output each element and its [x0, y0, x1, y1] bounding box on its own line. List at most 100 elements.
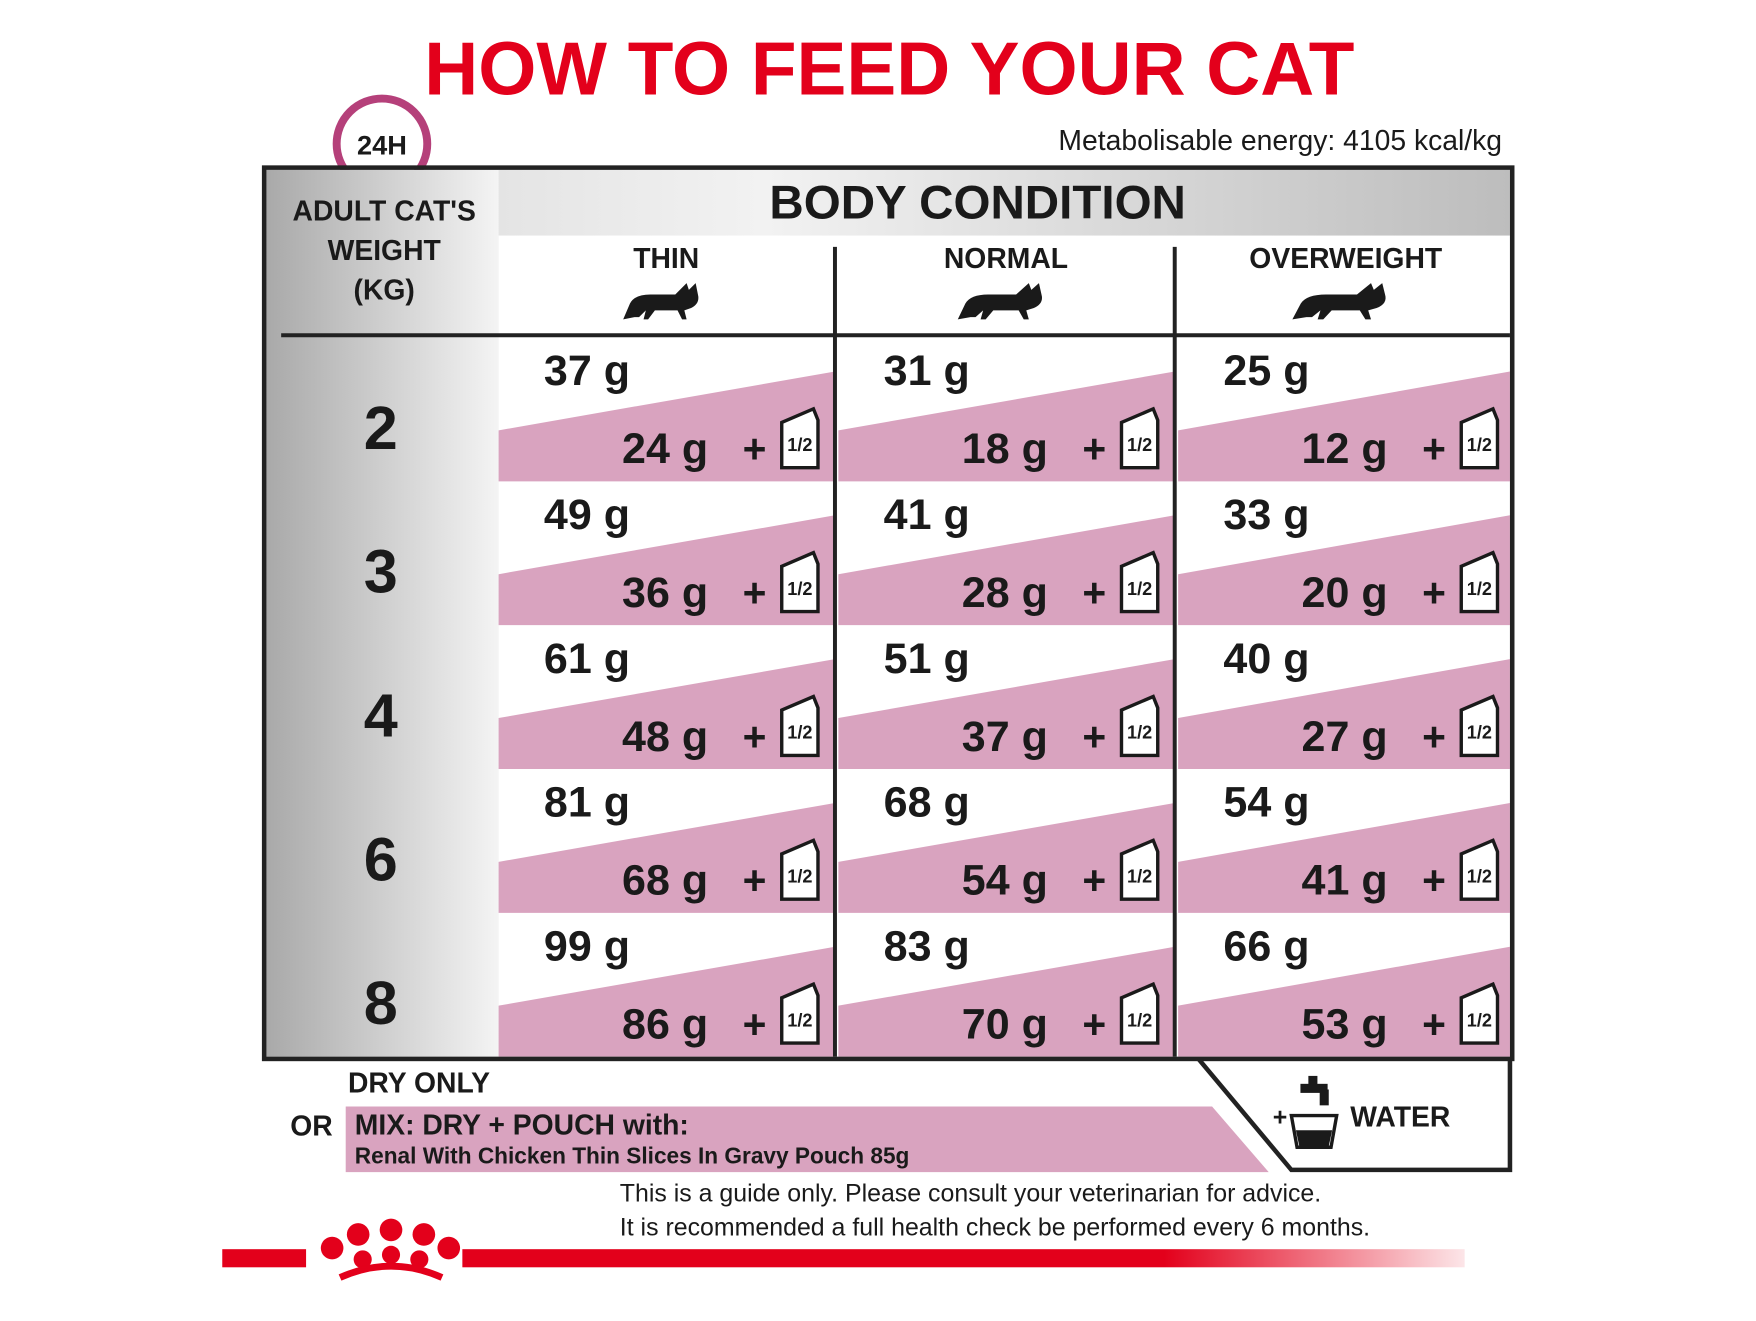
- mix-amount: 12 g: [1302, 425, 1388, 473]
- dry-amount: 66 g: [1223, 922, 1309, 970]
- mix-amount: 20 g: [1302, 569, 1388, 617]
- pouch-fraction: 1/2: [787, 866, 812, 886]
- mix-amount: 24 g: [622, 425, 708, 473]
- group-header: BODY CONDITION: [769, 177, 1186, 230]
- pouch-fraction: 1/2: [1127, 435, 1152, 455]
- brand-bar: [462, 1249, 1465, 1268]
- dry-amount: 51 g: [884, 635, 970, 683]
- plus: +: [1082, 1001, 1106, 1047]
- column-header: THIN: [633, 242, 699, 274]
- pouch-fraction: 1/2: [787, 579, 812, 599]
- cells: 237 g24 g +1/231 g18 g +1/225 g12 g +1/2349…: [364, 347, 1510, 1057]
- water-plus: +: [1273, 1104, 1288, 1132]
- mix-band: [1178, 515, 1510, 626]
- mix-band: [838, 659, 1175, 769]
- plus: +: [743, 569, 767, 615]
- pouch-fraction: 1/2: [787, 723, 812, 743]
- pouch-icon: [1119, 406, 1160, 470]
- mix-band: [838, 515, 1175, 626]
- mix-band: [1178, 802, 1510, 913]
- brand-bar: [222, 1249, 307, 1268]
- column-header-bg: [498, 235, 1510, 336]
- plus: +: [1422, 426, 1446, 472]
- plus: +: [1082, 426, 1106, 472]
- cat-icon: [1292, 283, 1386, 320]
- mix-band: [498, 659, 835, 769]
- cat-icon: [623, 283, 699, 320]
- weight-column: [266, 169, 499, 1057]
- mix-band: [838, 946, 1175, 1057]
- column-header: OVERWEIGHT: [1249, 242, 1442, 274]
- mix-amount: 36 g: [622, 569, 708, 617]
- dry-amount: 83 g: [884, 922, 970, 970]
- plus: +: [1082, 713, 1106, 759]
- pouch-icon: [1119, 838, 1160, 901]
- mix-band: [1178, 946, 1510, 1057]
- mix-amount: 48 g: [622, 713, 708, 761]
- weight: 4: [364, 681, 398, 749]
- pouch-fraction: 1/2: [1467, 1010, 1492, 1030]
- plus: +: [1422, 857, 1446, 903]
- plus: +: [1082, 857, 1106, 903]
- mix-band: [498, 946, 835, 1057]
- dry-amount: 37 g: [544, 347, 630, 395]
- water-box: [1196, 1057, 1513, 1173]
- pouch-fraction: 1/2: [1467, 435, 1492, 455]
- cat-icon: [957, 283, 1042, 320]
- mix-amount: 53 g: [1302, 1001, 1388, 1049]
- mix-amount: 18 g: [962, 425, 1048, 473]
- title: HOW TO FEED YOUR CAT: [424, 26, 1354, 110]
- mix-band: [1178, 371, 1510, 482]
- pouch-fraction: 1/2: [1127, 1010, 1152, 1030]
- badge-text: 24H: [357, 129, 407, 160]
- crown-logo: [320, 1218, 461, 1281]
- dry-amount: 41 g: [884, 491, 970, 539]
- plus: +: [1422, 1001, 1446, 1047]
- water-label: WATER: [1350, 1100, 1450, 1132]
- or: OR: [290, 1109, 332, 1141]
- pouch-icon: [1119, 981, 1160, 1045]
- dry-amount: 61 g: [544, 635, 630, 683]
- weight-header: ADULT CAT'S WEIGHT (KG): [293, 194, 476, 305]
- pouch-icon: [1459, 838, 1500, 901]
- pouch-fraction: 1/2: [1467, 579, 1492, 599]
- pouch-icon: [1459, 550, 1500, 614]
- mix-amount: 28 g: [962, 569, 1048, 617]
- mix-amount: 27 g: [1302, 713, 1388, 761]
- dry-amount: 81 g: [544, 779, 630, 827]
- dry-amount: 40 g: [1223, 635, 1309, 683]
- dry-amount: 25 g: [1223, 347, 1309, 395]
- plus: +: [1422, 713, 1446, 759]
- mix-band: [1178, 659, 1510, 769]
- plus: +: [743, 1001, 767, 1047]
- dry-amount: 54 g: [1223, 779, 1309, 827]
- pouch-icon: [1459, 694, 1500, 758]
- pouch-icon: [1119, 694, 1160, 758]
- dry-amount: 31 g: [884, 347, 970, 395]
- mix-band: [498, 802, 835, 913]
- weight-header-line: ADULT CAT'S: [293, 194, 476, 226]
- pouch-icon: [780, 694, 820, 758]
- note: It is recommended a full health check be…: [620, 1213, 1370, 1241]
- dry-amount: 33 g: [1223, 491, 1309, 539]
- pouch-fraction: 1/2: [1467, 866, 1492, 886]
- mix-band: [498, 515, 835, 626]
- weight: 2: [364, 394, 398, 462]
- pouch-fraction: 1/2: [1127, 579, 1152, 599]
- weight-header-line: WEIGHT: [328, 234, 441, 266]
- weight: 3: [364, 538, 398, 606]
- note: This is a guide only. Please consult you…: [620, 1179, 1321, 1207]
- pouch-fraction: 1/2: [787, 1010, 812, 1030]
- pouch-icon: [780, 838, 820, 901]
- mix-amount: 41 g: [1302, 857, 1388, 905]
- dry-amount: 49 g: [544, 491, 630, 539]
- pouch-icon: [1119, 550, 1160, 614]
- pouch-fraction: 1/2: [1127, 723, 1152, 743]
- mix-band: [838, 371, 1175, 482]
- dry-amount: 99 g: [544, 922, 630, 970]
- mix-amount: 68 g: [622, 857, 708, 905]
- plus: +: [743, 713, 767, 759]
- plus: +: [743, 857, 767, 903]
